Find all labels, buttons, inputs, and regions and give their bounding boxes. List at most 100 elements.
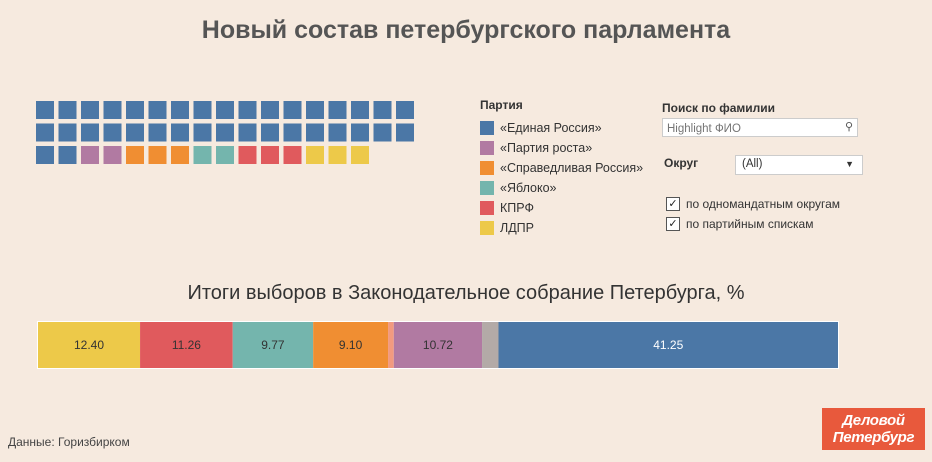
checkbox-checked-icon[interactable]: ✓ <box>666 197 680 211</box>
bar-segment[interactable] <box>388 322 394 368</box>
chevron-down-icon: ▼ <box>845 159 854 169</box>
seat-mark[interactable] <box>306 123 324 142</box>
search-icon[interactable]: ⚲ <box>844 121 853 133</box>
seat-mark[interactable] <box>126 146 144 164</box>
bar-segment[interactable] <box>313 322 389 368</box>
party-legend: Партия «Единая Россия» «Партия роста» «С… <box>480 98 643 238</box>
seat-mark[interactable] <box>148 123 167 142</box>
bar-segment[interactable] <box>482 322 499 368</box>
legend-label: «Единая Россия» <box>500 121 602 135</box>
bar-segment[interactable] <box>232 322 314 368</box>
seat-mark[interactable] <box>81 146 99 164</box>
seat-mark[interactable] <box>238 146 257 164</box>
legend-label: «Яблоко» <box>500 181 557 195</box>
seat-mark[interactable] <box>261 146 279 164</box>
seat-mark[interactable] <box>351 101 369 119</box>
seat-waffle-chart <box>36 101 414 164</box>
legend-label: «Справедливая Россия» <box>500 161 644 175</box>
seat-mark[interactable] <box>193 101 212 119</box>
legend-item-kprf[interactable]: КПРФ <box>480 198 643 218</box>
seat-mark[interactable] <box>36 123 54 142</box>
legend-item-ldpr[interactable]: ЛДПР <box>480 218 643 238</box>
seat-mark[interactable] <box>148 146 167 164</box>
seat-mark[interactable] <box>328 146 347 164</box>
legend-item-spravedlivaya-rossiya[interactable]: «Справедливая Россия» <box>480 158 643 178</box>
results-chart-title: Итоги выборов в Законодательное собрание… <box>187 282 745 304</box>
seat-mark[interactable] <box>171 101 189 119</box>
legend-item-edinaya-rossiya[interactable]: «Единая Россия» <box>480 118 643 138</box>
bar-segment[interactable] <box>393 322 483 368</box>
legend-swatch <box>480 161 494 175</box>
seat-mark[interactable] <box>148 101 167 119</box>
seat-mark[interactable] <box>126 101 144 119</box>
seat-mark[interactable] <box>373 101 392 119</box>
delovoy-peterburg-logo: Деловой Петербург <box>822 408 925 450</box>
page-title: Новый состав петербургского парламента <box>201 16 731 44</box>
seat-mark[interactable] <box>261 101 279 119</box>
filter-single-mandate[interactable]: ✓ по одномандатным округам <box>666 197 840 211</box>
seat-mark[interactable] <box>373 123 392 142</box>
legend-item-partiya-rosta[interactable]: «Партия роста» <box>480 138 643 158</box>
seat-mark[interactable] <box>238 101 257 119</box>
filter-party-lists-label: по партийным спискам <box>686 217 814 231</box>
search-label: Поиск по фамилии <box>662 101 776 115</box>
legend-label: ЛДПР <box>500 221 534 235</box>
search-input[interactable] <box>663 120 837 138</box>
seat-mark[interactable] <box>126 123 144 142</box>
bar-data-label: 9.77 <box>261 338 285 352</box>
search-box: ⚲ <box>662 118 858 138</box>
seat-mark[interactable] <box>58 146 77 164</box>
seat-mark[interactable] <box>36 146 54 164</box>
okrug-selected-value: (All) <box>742 158 763 170</box>
legend-title: Партия <box>480 98 523 112</box>
legend-label: «Партия роста» <box>500 141 593 155</box>
seat-mark[interactable] <box>283 123 302 142</box>
bar-data-label: 9.10 <box>339 338 363 352</box>
seat-mark[interactable] <box>81 101 99 119</box>
seat-mark[interactable] <box>81 123 99 142</box>
seat-mark[interactable] <box>351 146 369 164</box>
seat-mark[interactable] <box>58 101 77 119</box>
seat-mark[interactable] <box>261 123 279 142</box>
seat-mark[interactable] <box>306 101 324 119</box>
bar-data-label: 11.26 <box>172 338 201 352</box>
checkbox-checked-icon[interactable]: ✓ <box>666 217 680 231</box>
seat-mark[interactable] <box>216 146 234 164</box>
seat-mark[interactable] <box>171 123 189 142</box>
legend-swatch <box>480 181 494 195</box>
seat-mark[interactable] <box>103 123 122 142</box>
seat-mark[interactable] <box>216 123 234 142</box>
bar-segment[interactable] <box>140 322 233 368</box>
seat-mark[interactable] <box>36 101 54 119</box>
seat-mark[interactable] <box>58 123 77 142</box>
legend-swatch <box>480 221 494 235</box>
okrug-dropdown[interactable]: (All) ▼ <box>735 155 863 175</box>
seat-mark[interactable] <box>351 123 369 142</box>
seat-mark[interactable] <box>171 146 189 164</box>
legend-swatch <box>480 141 494 155</box>
bar-segment[interactable] <box>38 322 141 368</box>
seat-mark[interactable] <box>103 146 122 164</box>
results-stacked-bar-chart: 12.40 11.26 9.77 9.10 10.72 41.25 <box>37 321 839 369</box>
seat-mark[interactable] <box>216 101 234 119</box>
seat-mark[interactable] <box>238 123 257 142</box>
bar-data-label: 12.40 <box>74 338 104 352</box>
okrug-label: Округ <box>664 156 699 170</box>
seat-mark[interactable] <box>103 101 122 119</box>
bar-segment[interactable] <box>498 322 838 368</box>
seat-mark[interactable] <box>396 123 414 142</box>
seat-mark[interactable] <box>193 123 212 142</box>
seat-mark[interactable] <box>328 123 347 142</box>
filter-party-lists[interactable]: ✓ по партийным спискам <box>666 217 813 231</box>
seat-mark[interactable] <box>193 146 212 164</box>
seat-mark[interactable] <box>328 101 347 119</box>
legend-item-yabloko[interactable]: «Яблоко» <box>480 178 643 198</box>
bar-data-label: 41.25 <box>653 338 683 352</box>
seat-mark[interactable] <box>396 101 414 119</box>
filter-single-mandate-label: по одномандатным округам <box>686 197 841 211</box>
seat-mark[interactable] <box>306 146 324 164</box>
seat-mark[interactable] <box>283 146 302 164</box>
legend-label: КПРФ <box>500 201 534 215</box>
seat-mark[interactable] <box>283 101 302 119</box>
legend-swatch <box>480 201 494 215</box>
